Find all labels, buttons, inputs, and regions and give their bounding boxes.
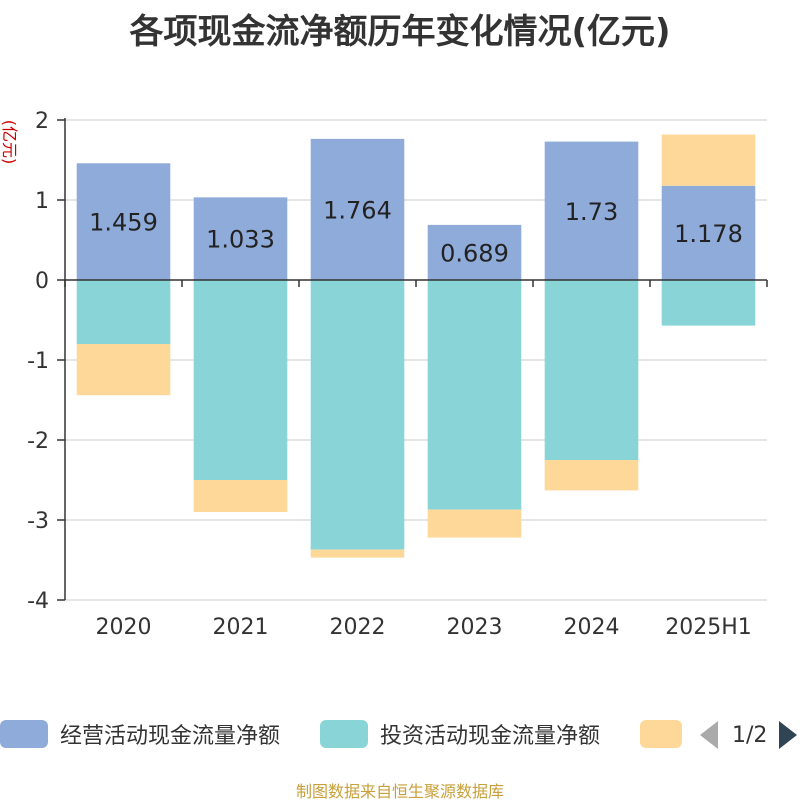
- bar-series-0-2023: [427, 224, 522, 280]
- x-tick-label: 2025H1: [665, 615, 752, 640]
- legend-swatch-operating: [0, 720, 48, 748]
- bar-series-1-2021: [193, 280, 288, 480]
- bar-series-1-2022: [310, 280, 405, 550]
- y-tick-label: -4: [27, 589, 49, 614]
- x-tick-label: 2023: [447, 615, 503, 640]
- bar-series-0-2022: [310, 138, 405, 280]
- x-tick-label: 2021: [213, 615, 269, 640]
- x-tick-label: 2020: [96, 615, 152, 640]
- data-label: 1.459: [89, 209, 158, 237]
- axes: [57, 118, 768, 601]
- y-tick-label: -2: [27, 429, 49, 454]
- bar-series-1-2025H1: [661, 280, 756, 326]
- bar-series-1-2020: [76, 280, 171, 344]
- chart-title: 各项现金流净额历年变化情况(亿元): [129, 12, 671, 52]
- bar-series-2-2023: [427, 509, 522, 538]
- y-tick-label: 2: [35, 109, 49, 134]
- data-label: 1.764: [323, 196, 392, 224]
- data-label: 1.73: [565, 198, 618, 226]
- bar-series-0-2025H1: [661, 185, 756, 280]
- legend-item-third[interactable]: [640, 716, 694, 752]
- bar-series-2-2025H1: [661, 134, 756, 186]
- bar-series-2-2021: [193, 480, 288, 512]
- y-tick-label: -1: [27, 349, 49, 374]
- y-tick-label: -3: [27, 509, 49, 534]
- bar-series-2-2020: [76, 344, 171, 396]
- legend-prev-icon[interactable]: [700, 721, 718, 749]
- y-tick-label: 1: [35, 189, 49, 214]
- labels: 2 1 0 -1 -2 -3 -4 1.459 1.033 1.764 0.689 1.73 1.178…: [0, 109, 752, 640]
- bar-series-2-2022: [310, 549, 405, 558]
- legend-swatch-third: [640, 720, 682, 748]
- data-label: 1.178: [674, 220, 743, 248]
- legend-next-icon[interactable]: [779, 721, 798, 749]
- legend-item-operating[interactable]: 经营活动现金流量净额: [0, 716, 280, 752]
- x-tick-label: 2022: [330, 615, 386, 640]
- legend-item-investing[interactable]: 投资活动现金流量净额: [320, 716, 600, 752]
- legend-label-operating: 经营活动现金流量净额: [60, 724, 281, 749]
- legend: 经营活动现金流量净额 投资活动现金流量净额 1/2: [0, 716, 800, 756]
- bar-series-0-2024: [544, 141, 639, 280]
- data-label: 0.689: [440, 239, 509, 267]
- legend-pager: 1/2: [700, 718, 798, 752]
- legend-page-indicator: 1/2: [732, 722, 768, 748]
- bar-series-1-2024: [544, 280, 639, 460]
- y-axis-title: (亿元): [0, 120, 19, 165]
- bar-series-2-2024: [544, 460, 639, 491]
- bar-series-0-2021: [193, 197, 288, 280]
- y-tick-label: 0: [35, 269, 49, 294]
- legend-label-investing: 投资活动现金流量净额: [380, 724, 601, 749]
- source-note: 制图数据来自恒生聚源数据库: [295, 782, 504, 801]
- bar-series-0-2020: [76, 163, 171, 280]
- legend-swatch-investing: [320, 720, 368, 748]
- data-label: 1.033: [206, 226, 275, 254]
- x-tick-label: 2024: [564, 615, 620, 640]
- bars: [76, 134, 756, 558]
- bar-series-1-2023: [427, 280, 522, 510]
